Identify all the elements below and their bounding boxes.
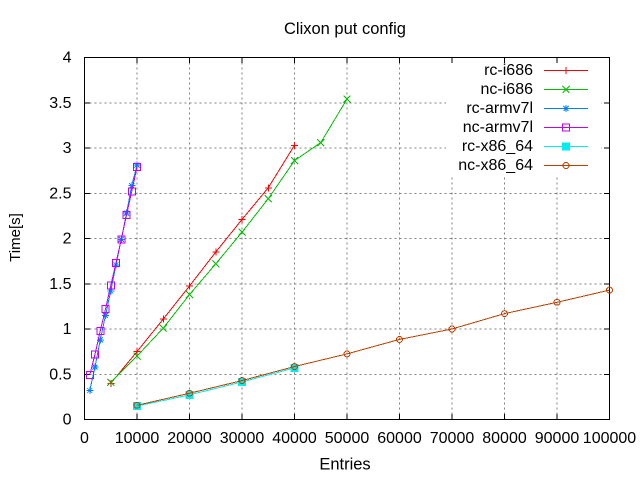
svg-text:rc-armv7l: rc-armv7l [466,100,533,117]
svg-text:Time[s]: Time[s] [7,213,24,262]
svg-text:70000: 70000 [430,430,475,447]
svg-text:0.5: 0.5 [49,366,71,383]
svg-text:1.5: 1.5 [49,276,71,293]
svg-text:2: 2 [63,231,72,248]
svg-text:4: 4 [63,50,72,67]
svg-text:rc-i686: rc-i686 [484,62,533,79]
svg-text:100000: 100000 [583,430,636,447]
svg-text:1: 1 [63,321,72,338]
svg-text:2.5: 2.5 [49,185,71,202]
svg-text:40000: 40000 [272,430,317,447]
svg-text:90000: 90000 [535,430,580,447]
svg-text:0: 0 [63,412,72,429]
svg-text:50000: 50000 [325,430,370,447]
svg-text:0: 0 [80,430,89,447]
svg-text:Clixon put config: Clixon put config [284,20,406,38]
svg-text:3: 3 [63,140,72,157]
svg-text:nc-x86_64: nc-x86_64 [458,157,533,174]
svg-text:Entries: Entries [319,456,370,474]
svg-text:rc-x86_64: rc-x86_64 [462,138,533,155]
svg-text:10000: 10000 [115,430,160,447]
svg-text:nc-armv7l: nc-armv7l [463,119,533,136]
svg-text:nc-i686: nc-i686 [481,81,534,98]
svg-text:20000: 20000 [167,430,212,447]
svg-text:30000: 30000 [220,430,265,447]
svg-text:60000: 60000 [377,430,422,447]
svg-text:80000: 80000 [482,430,527,447]
svg-text:3.5: 3.5 [49,95,71,112]
